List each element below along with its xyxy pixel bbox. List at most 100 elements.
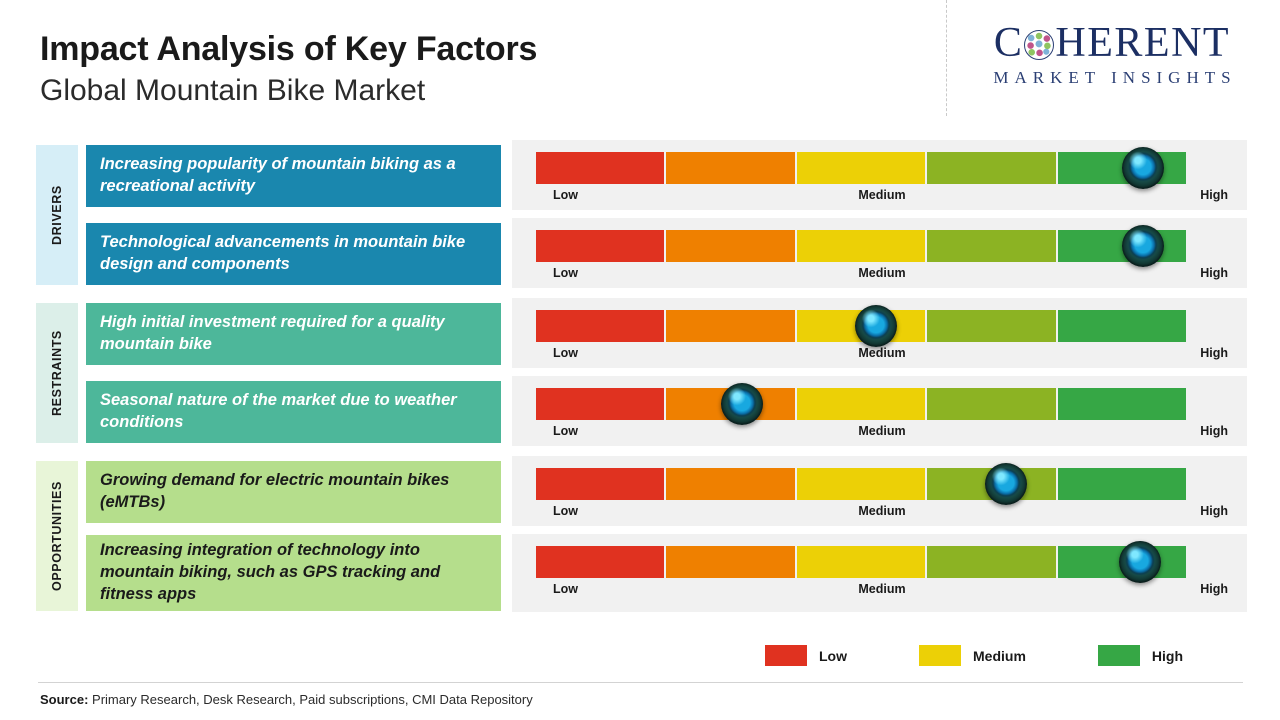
impact-legend: Low Medium High: [765, 645, 1183, 666]
gauge-label-high: High: [1200, 424, 1228, 438]
impact-marker-orb-icon[interactable]: [721, 383, 764, 425]
gauge-label-high: High: [1200, 266, 1228, 280]
legend-item: High: [1097, 645, 1183, 666]
factor-box[interactable]: Increasing integration of technology int…: [86, 535, 501, 611]
impact-gauge-bar[interactable]: [536, 310, 1187, 342]
legend-swatch-high: [1097, 645, 1140, 666]
gauge-label-medium: Medium: [858, 346, 906, 360]
impact-marker-orb-icon[interactable]: [1118, 541, 1161, 583]
gauge-scale-labels: Low Medium High: [536, 582, 1228, 600]
gauge-segment-1: [536, 152, 665, 184]
factor-text: Technological advancements in mountain b…: [100, 233, 466, 273]
impact-gauge-bar[interactable]: [536, 388, 1187, 420]
source-label: Source:: [40, 692, 89, 707]
source-text: Primary Research, Desk Research, Paid su…: [88, 692, 533, 707]
gauge-segment-4: [927, 546, 1056, 578]
gauge-label-medium: Medium: [858, 266, 906, 280]
gauge-segment-3: [796, 152, 926, 184]
gauge-scale-labels: Low Medium High: [536, 424, 1228, 442]
gauge-label-high: High: [1200, 346, 1228, 360]
factor-box[interactable]: Seasonal nature of the market due to wea…: [86, 381, 501, 443]
factor-text: Increasing popularity of mountain biking…: [100, 155, 456, 195]
gauge-label-low: Low: [553, 582, 578, 596]
gauge-scale-labels: Low Medium High: [536, 346, 1228, 364]
factor-text: Growing demand for electric mountain bik…: [100, 471, 450, 511]
gauge-segment-3: [796, 546, 926, 578]
gauge-segment-4: [927, 310, 1056, 342]
gauge-segment-3: [796, 468, 926, 500]
gauge-row: Low Medium High: [512, 218, 1247, 288]
legend-item: Medium: [919, 645, 1026, 666]
gauge-segment-5: [1057, 152, 1187, 184]
factor-text: Seasonal nature of the market due to wea…: [100, 391, 457, 431]
impact-gauge-bar[interactable]: [536, 468, 1187, 500]
gauge-segment-1: [536, 310, 665, 342]
gauge-segment-1: [536, 388, 665, 420]
footer-divider: [38, 682, 1243, 683]
gauge-label-medium: Medium: [858, 424, 906, 438]
gauge-label-low: Low: [553, 266, 578, 280]
page-subtitle: Global Mountain Bike Market: [40, 74, 426, 108]
gauge-scale-labels: Low Medium High: [536, 188, 1228, 206]
title-block: Impact Analysis of Key Factors Global Mo…: [40, 30, 537, 109]
gauge-segment-4: [927, 230, 1056, 262]
factor-box[interactable]: Growing demand for electric mountain bik…: [86, 461, 501, 523]
factor-box[interactable]: Increasing popularity of mountain biking…: [86, 145, 501, 207]
dotted-sphere-icon: [1024, 30, 1055, 60]
gauge-row: Low Medium High: [512, 456, 1247, 526]
gauge-label-high: High: [1200, 582, 1228, 596]
gauge-segment-5: [1057, 388, 1187, 420]
category-label-restraints: RESTRAINTS: [36, 303, 78, 443]
gauge-segment-2: [666, 230, 795, 262]
gauge-label-high: High: [1200, 188, 1228, 202]
gauge-label-low: Low: [553, 188, 578, 202]
gauge-segment-1: [536, 546, 665, 578]
legend-label: Medium: [973, 647, 1026, 664]
gauge-label-medium: Medium: [858, 504, 906, 518]
impact-gauge-bar[interactable]: [536, 152, 1187, 184]
gauge-segment-3: [796, 230, 926, 262]
legend-swatch-medium: [919, 645, 961, 666]
factor-box[interactable]: Technological advancements in mountain b…: [86, 223, 501, 285]
category-label-text: OPPORTUNITIES: [50, 481, 64, 591]
gauge-label-low: Low: [553, 424, 578, 438]
factor-box[interactable]: High initial investment required for a q…: [86, 303, 501, 365]
gauge-segment-1: [536, 230, 665, 262]
gauge-segment-4: [927, 388, 1056, 420]
gauge-segment-4: [927, 152, 1056, 184]
legend-swatch-low: [765, 645, 807, 666]
gauge-row: Low Medium High: [512, 298, 1247, 368]
logo-wordmark: C HERENT: [962, 22, 1262, 64]
impact-marker-orb-icon[interactable]: [854, 305, 897, 347]
gauge-label-low: Low: [553, 504, 578, 518]
gauge-row: Low Medium High: [512, 534, 1247, 612]
impact-marker-orb-icon[interactable]: [1122, 147, 1165, 189]
gauge-segment-2: [666, 152, 795, 184]
gauge-segment-3: [796, 388, 926, 420]
impact-gauge-bar[interactable]: [536, 546, 1187, 578]
header-dashed-divider: [946, 0, 947, 116]
impact-marker-orb-icon[interactable]: [984, 463, 1027, 505]
legend-label: Low: [819, 647, 847, 664]
gauge-segment-5: [1057, 310, 1187, 342]
gauge-label-medium: Medium: [858, 188, 906, 202]
gauge-label-medium: Medium: [858, 582, 906, 596]
category-label-text: DRIVERS: [50, 185, 64, 245]
source-line: Source: Primary Research, Desk Research,…: [40, 692, 533, 707]
factor-text: Increasing integration of technology int…: [100, 541, 441, 603]
logo-tagline: MARKET INSIGHTS: [993, 68, 1237, 87]
page-title: Impact Analysis of Key Factors: [40, 30, 538, 68]
gauge-scale-labels: Low Medium High: [536, 266, 1228, 284]
impact-marker-orb-icon[interactable]: [1122, 225, 1165, 267]
logo-letter-c: C: [993, 20, 1024, 66]
impact-gauge-bar[interactable]: [536, 230, 1187, 262]
legend-item: Low: [765, 645, 847, 666]
gauge-scale-labels: Low Medium High: [536, 504, 1228, 522]
gauge-segment-5: [1057, 230, 1187, 262]
page-header: Impact Analysis of Key Factors Global Mo…: [0, 0, 1280, 128]
category-label-text: RESTRAINTS: [50, 330, 64, 416]
gauge-segment-2: [666, 468, 795, 500]
gauge-row: Low Medium High: [512, 376, 1247, 446]
logo-letters-herent: HERENT: [1055, 20, 1231, 66]
gauge-segment-1: [536, 468, 665, 500]
